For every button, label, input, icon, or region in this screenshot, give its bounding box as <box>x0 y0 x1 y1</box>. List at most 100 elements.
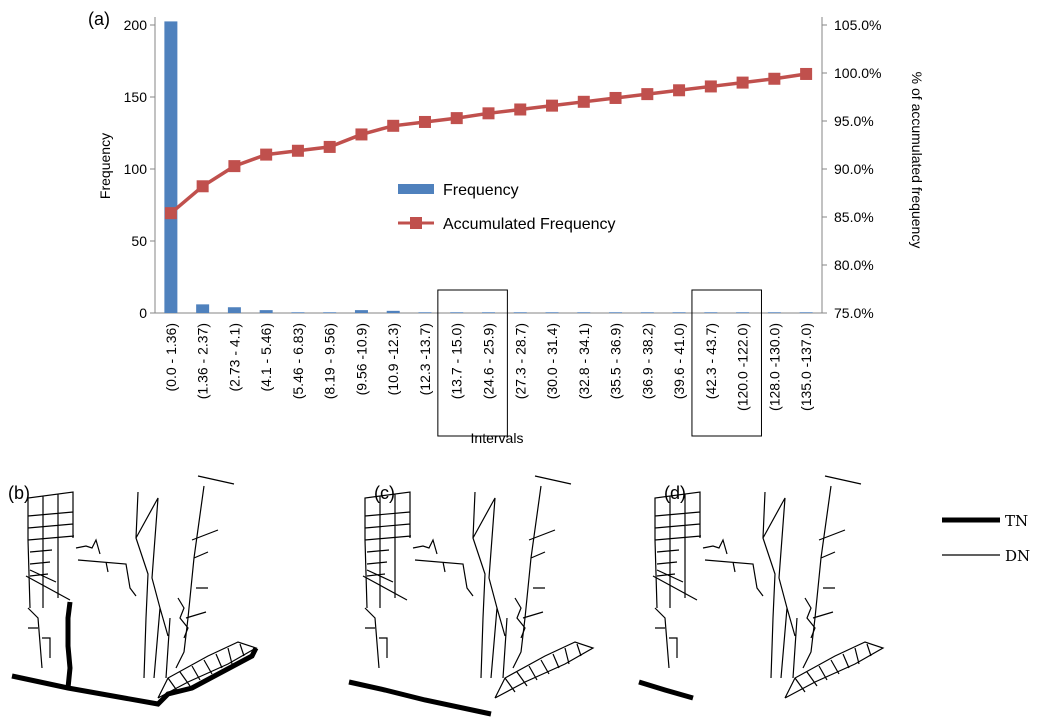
bar <box>323 312 337 313</box>
legend-label-dn: DN <box>1005 547 1030 565</box>
accumulated-line <box>164 67 813 220</box>
bar <box>767 312 781 313</box>
x-tick-label: (4.1 - 5.46) <box>258 323 274 391</box>
bar <box>672 312 686 313</box>
line-point <box>450 112 463 125</box>
frequency-bars <box>164 21 813 314</box>
x-tick-label: (42.3 - 43.7) <box>703 323 719 399</box>
chart-legend: Frequency Accumulated Frequency <box>398 182 616 233</box>
x-tick-label: (36.9 - 38.2) <box>639 323 655 399</box>
panel-label-a: (a) <box>88 9 110 29</box>
legend-marker-accumulated <box>410 217 422 229</box>
bar <box>291 312 305 313</box>
bar <box>577 312 591 313</box>
x-tick-label: (0.0 - 1.36) <box>163 323 179 391</box>
line-point <box>514 103 527 116</box>
x-tick-label: (13.7 - 15.0) <box>449 323 465 399</box>
chart-a: 0 50 100 150 200 75.0% 80.0% 85.0% 90.0% 95.0% 10… <box>97 17 925 446</box>
line-point <box>704 80 717 93</box>
x-tick-label: (35.5 - 36.9) <box>608 323 624 399</box>
tn-path-c <box>348 679 492 717</box>
line-point <box>291 144 304 157</box>
bar <box>736 312 750 313</box>
x-tick-label: (128.0 -130.0) <box>766 323 782 411</box>
highlight-box <box>437 289 508 437</box>
bar <box>482 312 495 313</box>
bar <box>513 312 527 313</box>
bar <box>259 310 273 313</box>
bar <box>227 307 241 313</box>
highlight-boxes <box>437 289 762 437</box>
x-tick-label: (30.0 - 31.4) <box>544 323 560 399</box>
bar <box>609 312 623 313</box>
x-tick-label: (24.6 - 25.9) <box>481 323 497 399</box>
tn-branch-b <box>65 601 73 689</box>
highlight-box <box>691 289 762 437</box>
line-point <box>387 119 400 132</box>
line-point <box>641 88 654 101</box>
x-tick-label: (5.46 - 6.83) <box>290 323 306 399</box>
line-point <box>164 207 177 220</box>
y-axis-left-title: Frequency <box>97 133 113 199</box>
x-tick-label: (12.3 -13.7) <box>417 323 433 395</box>
bar <box>354 310 368 313</box>
tn-path-b <box>11 646 259 707</box>
bar <box>164 21 178 314</box>
line-point <box>736 76 749 89</box>
left-tick-label: 50 <box>131 233 147 249</box>
right-tick-label: 95.0% <box>834 113 874 129</box>
x-tick-label: (1.36 - 2.37) <box>195 323 211 399</box>
right-tick-label: 105.0% <box>834 17 881 33</box>
panel-label-c: (c) <box>374 483 395 503</box>
line-point <box>577 95 590 108</box>
line-point <box>228 160 241 173</box>
line-point <box>196 180 209 193</box>
bar <box>450 312 464 313</box>
network-map-d <box>638 475 884 701</box>
line-point <box>323 140 336 153</box>
right-tick-label: 75.0% <box>834 305 874 321</box>
left-tick-label: 100 <box>124 161 148 177</box>
line-point <box>546 99 559 112</box>
x-tick-label: (120.0 -122.0) <box>735 323 751 411</box>
left-axis-ticks: 0 50 100 150 200 <box>124 17 155 321</box>
bar <box>196 304 210 313</box>
x-tick-label: (2.73 - 4.1) <box>226 323 242 391</box>
x-tick-label: (8.19 - 9.56) <box>322 323 338 399</box>
x-axis-ticks: (0.0 - 1.36) (1.36 - 2.37) (2.73 - 4.1) (4.… <box>163 323 814 411</box>
legend-swatch-frequency <box>398 184 434 194</box>
x-tick-label: (27.3 - 28.7) <box>512 323 528 399</box>
legend-label-accumulated: Accumulated Frequency <box>443 216 616 233</box>
chart-frame <box>154 17 823 314</box>
bar <box>799 312 813 313</box>
bar <box>640 312 654 313</box>
line-point <box>260 148 273 161</box>
x-tick-label: (10.9 -12.3) <box>385 323 401 395</box>
left-tick-label: 200 <box>124 17 148 33</box>
line-point <box>800 67 813 80</box>
bar <box>545 312 559 313</box>
y-axis-right-title: % of accumulated frequency <box>909 72 925 249</box>
line-point <box>355 128 368 141</box>
panel-label-d: (d) <box>664 483 686 503</box>
legend-label-frequency: Frequency <box>443 182 519 199</box>
left-tick-label: 0 <box>139 305 147 321</box>
x-tick-label: (32.8 - 34.1) <box>576 323 592 399</box>
left-tick-label: 150 <box>124 89 148 105</box>
right-tick-label: 80.0% <box>834 257 874 273</box>
right-tick-label: 100.0% <box>834 65 881 81</box>
line-point <box>418 115 431 128</box>
network-map-c <box>348 475 594 717</box>
x-tick-label: (9.56 -10.9) <box>353 323 369 395</box>
bar <box>418 312 432 313</box>
bar <box>704 312 718 313</box>
bar <box>386 310 400 313</box>
network-legend: TN DN <box>942 512 1030 565</box>
legend-label-tn: TN <box>1005 512 1028 530</box>
line-point <box>768 72 781 85</box>
right-axis-ticks: 75.0% 80.0% 85.0% 90.0% 95.0% 100.0% 105.0% <box>822 17 881 321</box>
panel-label-b: (b) <box>8 483 30 503</box>
line-point <box>609 91 622 104</box>
network-map-b <box>11 475 259 707</box>
